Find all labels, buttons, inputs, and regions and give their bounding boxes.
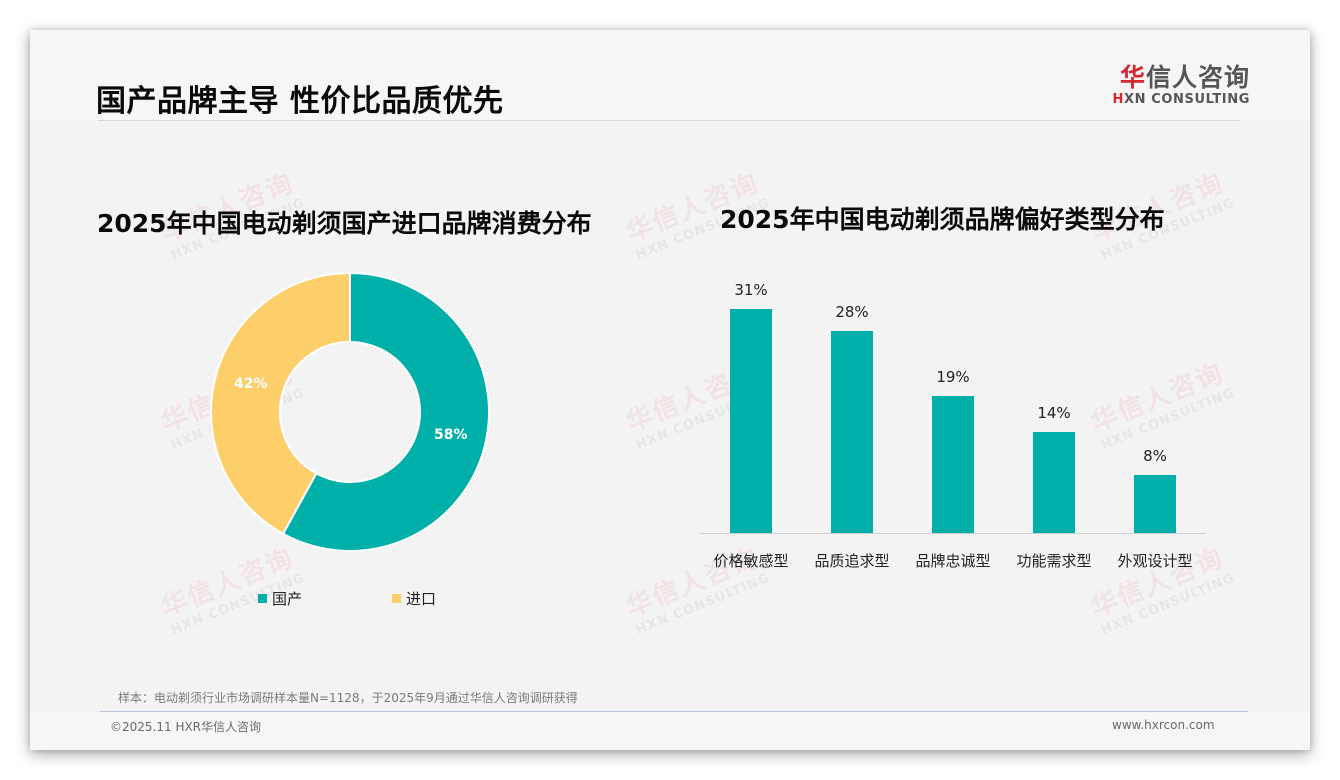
bar-value-label: 8% xyxy=(1143,447,1167,465)
source-note: 样本：电动剃须行业市场调研样本量N=1128，于2025年9月通过华信人咨询调研… xyxy=(118,691,578,705)
logo-cn-red: 华 xyxy=(1119,63,1146,92)
copyright-text: ©2025.11 HXR华信人咨询 xyxy=(110,720,262,734)
bar-value-label: 19% xyxy=(936,368,970,386)
legend-swatch-yellow-icon xyxy=(392,594,401,603)
donut-svg xyxy=(210,271,490,552)
bar-category-label: 功能需求型 xyxy=(1016,552,1092,570)
page-title: 国产品牌主导 性价比品质优先 xyxy=(96,84,504,119)
footer-band xyxy=(30,712,1310,750)
bar-4 xyxy=(1134,475,1176,533)
donut-slice-domestic xyxy=(281,271,490,552)
legend-item-domestic: 国产 xyxy=(258,588,302,609)
donut-label-imported: 42% xyxy=(234,376,268,392)
watermark-en: HXN CONSULTING xyxy=(633,570,773,639)
donut-label-domestic: 58% xyxy=(434,427,468,443)
legend-label: 进口 xyxy=(406,590,437,608)
legend-label: 国产 xyxy=(272,590,303,608)
header-band xyxy=(30,30,1310,120)
logo-en: HXN CONSULTING xyxy=(1110,92,1250,108)
website-link[interactable]: www.hxrcon.com xyxy=(1112,718,1215,732)
legend-swatch-teal-icon xyxy=(258,594,267,603)
company-logo: 华信人咨询 HXN CONSULTING xyxy=(1110,64,1250,108)
logo-en-rest: XN CONSULTING xyxy=(1123,92,1250,107)
logo-cn: 华信人咨询 xyxy=(1110,64,1250,92)
bar-2 xyxy=(932,396,974,533)
bar-category-label: 品质追求型 xyxy=(814,552,890,570)
donut-chart: 58% 42% xyxy=(210,271,490,552)
bar-value-label: 14% xyxy=(1037,404,1071,422)
bar-chart-title: 2025年中国电动剃须品牌偏好类型分布 xyxy=(720,205,1165,234)
legend-item-imported: 进口 xyxy=(392,588,436,609)
bar-value-label: 28% xyxy=(835,303,869,321)
donut-slice-imported xyxy=(210,271,351,536)
bar-category-label: 品牌忠诚型 xyxy=(915,552,991,570)
bar-value-label: 31% xyxy=(734,281,768,299)
bar-chart: 31% 价格敏感型 28% 品质追求型 19% 品牌忠诚型 14% 功能需求型 8% 外观设计型 xyxy=(700,270,1206,570)
bar-category-label: 价格敏感型 xyxy=(713,552,789,570)
title-divider xyxy=(98,120,1240,121)
logo-cn-rest: 信人咨询 xyxy=(1145,63,1250,92)
bar-category-label: 外观设计型 xyxy=(1117,552,1193,570)
footer-divider xyxy=(100,711,1248,712)
bar-0 xyxy=(730,309,772,533)
slide: 国产品牌主导 性价比品质优先 华信人咨询 HXN CONSULTING 华信人咨… xyxy=(30,30,1310,750)
donut-chart-title: 2025年中国电动剃须国产进口品牌消费分布 xyxy=(97,209,592,238)
x-axis-line xyxy=(700,533,1206,534)
bar-3 xyxy=(1033,432,1075,533)
logo-en-red: H xyxy=(1112,92,1124,107)
watermark-en: HXN CONSULTING xyxy=(1098,570,1238,639)
bar-1 xyxy=(831,331,873,533)
